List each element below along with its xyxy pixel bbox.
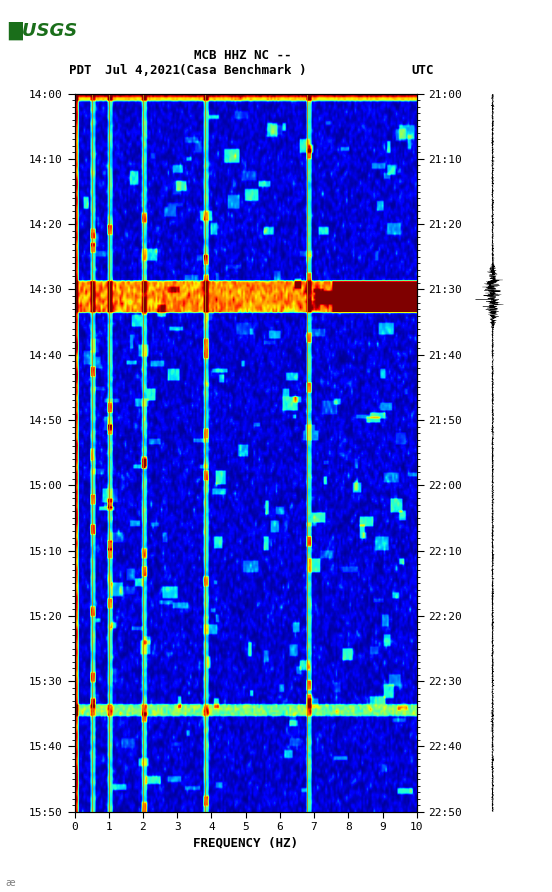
Text: æ: æ [6, 878, 15, 888]
Text: █USGS: █USGS [8, 22, 77, 40]
Text: MCB HHZ NC --: MCB HHZ NC -- [194, 49, 291, 62]
Text: (Casa Benchmark ): (Casa Benchmark ) [179, 64, 306, 77]
Text: PDT: PDT [69, 64, 92, 77]
X-axis label: FREQUENCY (HZ): FREQUENCY (HZ) [193, 837, 298, 849]
Text: Jul 4,2021: Jul 4,2021 [105, 64, 180, 77]
Text: UTC: UTC [411, 64, 434, 77]
